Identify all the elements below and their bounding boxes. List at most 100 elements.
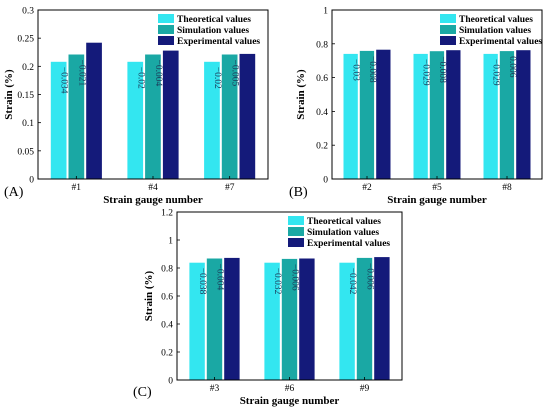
x-tick-label: #7 — [225, 183, 235, 193]
panel-label: (C) — [133, 385, 152, 400]
bar-annotation-theoretical-g3: −0.038 — [197, 268, 207, 295]
legend-label-experimental: Experimental values — [177, 37, 260, 47]
bar-annotation-theoretical-g6: −0.032 — [272, 268, 282, 295]
bar-annotation-simulation-g7: −0.005 — [230, 60, 240, 87]
bar-annotation-simulation-g5: −0.008 — [437, 56, 447, 83]
x-tick-label: #3 — [210, 384, 220, 394]
bar-theoretical-g6 — [264, 262, 280, 380]
bar-simulation-g9 — [356, 257, 373, 380]
y-tick-label: 0.8 — [161, 265, 173, 275]
y-tick-label: 0.4 — [316, 108, 328, 118]
bar-experimental-g4 — [162, 50, 179, 179]
x-tick-label: #2 — [362, 183, 372, 193]
legend-swatch-simulation — [288, 227, 304, 236]
bar-experimental-g1 — [86, 42, 102, 180]
y-tick-label: 0.05 — [17, 147, 34, 157]
y-tick-label: 0.2 — [161, 349, 173, 359]
y-tick-label: 0.1 — [22, 119, 34, 129]
bar-experimental-g5 — [446, 50, 461, 180]
legend-label-theoretical: Theoretical values — [177, 15, 251, 25]
bar-theoretical-g3 — [189, 262, 205, 380]
legend-swatch-simulation — [158, 25, 174, 34]
y-axis-label: Strain (%) — [143, 270, 155, 321]
bar-theoretical-g8 — [483, 53, 498, 179]
bar-theoretical-g4 — [127, 61, 144, 179]
panel-label: (B) — [289, 185, 308, 200]
bar-experimental-g7 — [239, 53, 256, 179]
bar-annotation-theoretical-g2: −0.03 — [351, 59, 361, 81]
legend-label-theoretical: Theoretical values — [459, 15, 533, 25]
bar-experimental-g2 — [376, 49, 391, 180]
y-tick-label: 0.25 — [17, 35, 34, 45]
y-tick-label: 0.2 — [316, 142, 328, 152]
bar-theoretical-g5 — [413, 53, 428, 179]
bar-annotation-simulation-g8: 0.006 — [507, 56, 517, 78]
x-axis-label: Strain gauge number — [103, 194, 203, 206]
bar-simulation-g7 — [221, 54, 238, 179]
y-tick-label: 0.4 — [161, 321, 173, 331]
x-tick-label: #8 — [502, 183, 512, 193]
bar-annotation-simulation-g9: −0.006 — [365, 263, 375, 290]
bar-annotation-simulation-g6: −0.006 — [290, 264, 300, 291]
bar-annotation-simulation-g2: −0.008 — [367, 56, 377, 83]
legend-swatch-theoretical — [288, 216, 304, 225]
legend-label-theoretical: Theoretical values — [307, 217, 381, 227]
bar-annotation-theoretical-g8: −0.029 — [491, 59, 501, 86]
bar-simulation-g3 — [206, 258, 223, 380]
x-axis-label: Strain gauge number — [387, 194, 487, 206]
y-tick-label: 1 — [168, 237, 173, 247]
bar-annotation-theoretical-g9: −0.042 — [347, 268, 357, 295]
y-tick-label: 0.3 — [22, 7, 34, 17]
bar-annotation-theoretical-g1: −0.034 — [59, 67, 69, 94]
x-tick-label: #5 — [432, 183, 442, 193]
bar-experimental-g3 — [224, 257, 240, 380]
legend-swatch-experimental — [158, 36, 174, 45]
bar-annotation-theoretical-g7: −0.02 — [212, 67, 222, 89]
bar-simulation-g6 — [281, 258, 298, 380]
bar-annotation-theoretical-g5: −0.029 — [421, 59, 431, 86]
y-tick-label: 1.2 — [161, 209, 173, 219]
bar-annotation-simulation-g3: −0.004 — [215, 264, 225, 291]
legend-swatch-theoretical — [158, 14, 174, 23]
legend-swatch-experimental — [440, 36, 456, 45]
y-tick-label: 0.15 — [17, 91, 34, 101]
bar-theoretical-g9 — [339, 262, 355, 380]
x-axis-label: Strain gauge number — [240, 395, 340, 407]
y-axis-label: Strain (%) — [295, 69, 307, 120]
y-tick-label: 0.2 — [22, 63, 34, 73]
legend-label-simulation: Simulation values — [307, 228, 379, 238]
x-tick-label: #4 — [148, 183, 158, 193]
chart-panel-2: −0.03 −0.008 #2 −0.029 −0.008 #5 −0.029 0.006 #8… — [289, 7, 543, 206]
bar-experimental-g6 — [299, 258, 315, 380]
x-tick-label: #9 — [360, 384, 370, 394]
bar-annotation-theoretical-g4: −0.02 — [135, 67, 145, 89]
legend-swatch-experimental — [288, 238, 304, 247]
y-tick-label: 1 — [323, 7, 328, 17]
x-tick-label: #6 — [285, 384, 295, 394]
legend-swatch-simulation — [440, 25, 456, 34]
bar-theoretical-g7 — [204, 61, 220, 179]
bar-simulation-g2 — [359, 50, 375, 180]
y-tick-label: 0 — [323, 176, 328, 186]
y-tick-label: 0.8 — [316, 40, 328, 50]
y-tick-label: 0.6 — [161, 293, 173, 303]
chart-panel-3: −0.038 −0.004 #3 −0.032 −0.006 #6 −0.042 −0.006… — [133, 209, 403, 407]
bar-simulation-g8 — [499, 51, 515, 179]
legend-swatch-theoretical — [440, 14, 456, 23]
panel-label: (A) — [4, 185, 24, 200]
plot-frame — [331, 9, 543, 180]
bar-simulation-g1 — [68, 54, 85, 179]
bar-experimental-g8 — [516, 50, 531, 180]
bar-annotation-simulation-g4: −0.004 — [153, 60, 163, 87]
y-axis-label: Strain (%) — [3, 69, 15, 120]
y-tick-label: 0 — [168, 377, 173, 387]
bar-theoretical-g2 — [343, 53, 358, 179]
legend-label-experimental: Experimental values — [307, 239, 390, 249]
legend-label-experimental: Experimental values — [459, 37, 542, 47]
bar-simulation-g5 — [429, 51, 445, 180]
bar-annotation-simulation-g1: −0.021 — [76, 60, 86, 87]
